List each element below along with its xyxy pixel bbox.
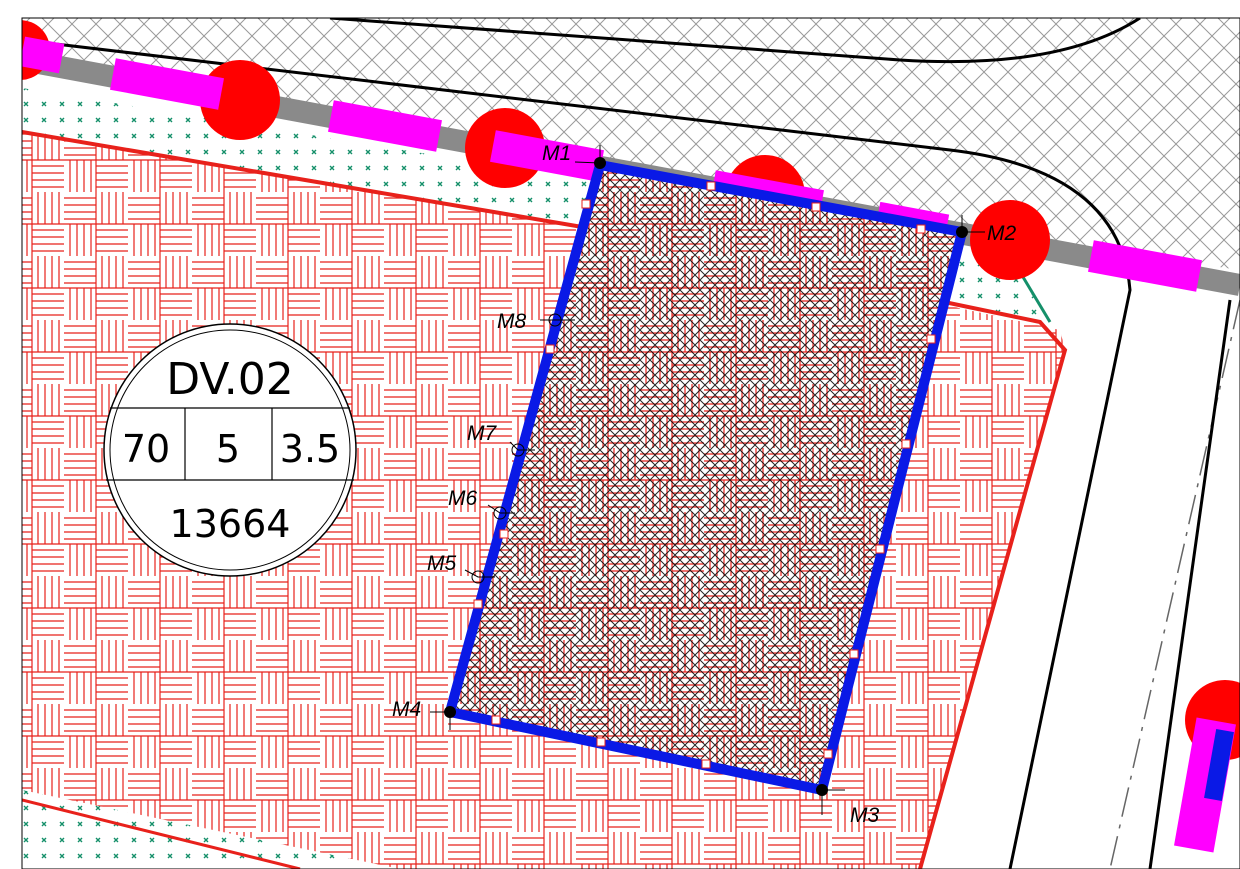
light-pole-icon xyxy=(22,36,65,74)
survey-point-m3[interactable]: M3 xyxy=(816,784,879,827)
light-pole-icon xyxy=(490,130,604,182)
road-edge-curve xyxy=(329,18,1141,64)
light-pole-icon xyxy=(1088,240,1202,292)
road-centerline xyxy=(1109,299,1240,869)
marker-label: M5 xyxy=(427,552,456,575)
residential-boundary xyxy=(22,130,1068,869)
tree-marker-icon xyxy=(970,200,1050,280)
road-edge-red-bottom xyxy=(22,798,301,869)
survey-point-m2[interactable]: M2 xyxy=(956,215,1016,245)
marker-label: M1 xyxy=(542,142,571,165)
road-corridor xyxy=(920,300,1240,869)
parcel-code: DV.02 xyxy=(166,354,294,405)
survey-point-m6[interactable]: M6 xyxy=(448,487,515,520)
survey-point-m8[interactable]: M8 xyxy=(497,310,575,333)
marker-label: M6 xyxy=(448,487,477,510)
parcel-far: 3.5 xyxy=(280,427,340,471)
survey-point-m4[interactable]: M4 xyxy=(392,698,456,730)
survey-point-m1[interactable]: M1 xyxy=(542,142,606,169)
survey-point-m7[interactable]: M7 xyxy=(467,422,535,457)
parcel-area: 13664 xyxy=(170,502,291,546)
light-pole-icon xyxy=(110,58,224,110)
marker-label: M8 xyxy=(497,310,526,333)
parcel-crosshatch xyxy=(450,165,962,790)
marker-label: M3 xyxy=(850,804,879,827)
map-frame xyxy=(21,17,1240,869)
green-buffer-strip-bottom xyxy=(22,790,400,869)
boundary-ticks xyxy=(473,181,936,769)
boundary-segment-icon xyxy=(1204,728,1234,802)
marker-label: M2 xyxy=(987,222,1016,245)
parcel-floors: 5 xyxy=(216,427,240,471)
marker-label: M4 xyxy=(392,698,421,721)
survey-point-m5[interactable]: M5 xyxy=(427,552,495,584)
marker-label: M7 xyxy=(467,422,497,445)
road-edge-right xyxy=(1148,299,1232,869)
light-pole-icon xyxy=(328,100,442,152)
parcel-density: 70 xyxy=(122,427,170,471)
survey-points: M1 M2 M3 M4 M5 xyxy=(392,142,1016,827)
green-edge xyxy=(1018,271,1052,323)
parcel-info-badge[interactable]: DV.02 70 5 3.5 13664 xyxy=(103,323,357,577)
